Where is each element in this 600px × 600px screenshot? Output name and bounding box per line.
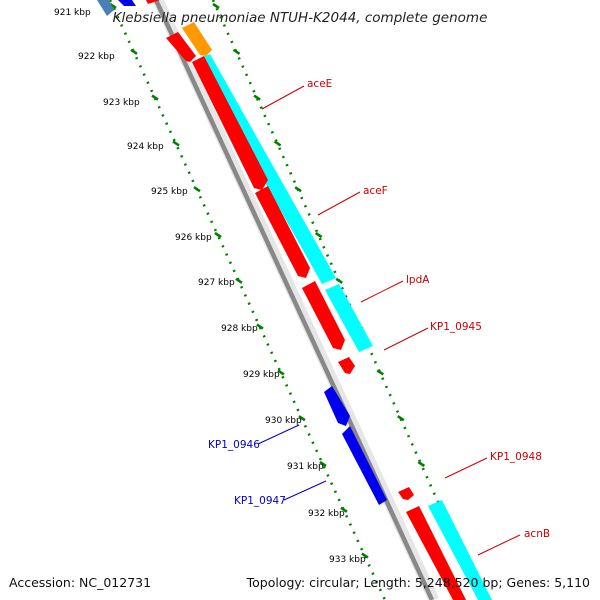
inner-major-tick-13 (361, 552, 369, 559)
accession-label: Accession: NC_012731 (9, 575, 152, 590)
outer-major-tick-5 (294, 186, 302, 193)
gene-label-lpdA: lpdA (406, 274, 430, 286)
cds-top-red (166, 32, 196, 62)
cds-aceE (192, 56, 268, 190)
leader-acnB (477, 534, 521, 556)
topology-label: Topology: circular; Length: 5,248,520 bp… (246, 575, 590, 590)
outer-major-tick-4 (273, 140, 282, 147)
gene-label-kp1-0947: KP1_0947 (234, 495, 286, 507)
outer-major-tick-10 (397, 415, 405, 422)
tick-labels: 921 kbp 922 kbp 923 kbp 924 kbp 925 kbp … (54, 8, 366, 565)
leader-kp1-0947 (283, 480, 327, 501)
leader-kp1-0945 (383, 327, 429, 351)
gene-labels: aceE aceF lpdA KP1_0945 KP1_0946 KP1_094… (208, 78, 550, 540)
tick-label-932: 932 kbp (308, 509, 345, 519)
tick-label-924: 924 kbp (127, 142, 164, 152)
cds-kp1-0947 (342, 426, 387, 505)
inner-major-tick-5 (193, 186, 201, 193)
tick-label-929: 929 kbp (243, 370, 280, 380)
cds-top-blue (118, 0, 136, 6)
tick-label-923: 923 kbp (103, 98, 140, 108)
outer-major-tick-11 (417, 460, 426, 468)
inner-major-tick-7 (235, 277, 243, 284)
gene-label-kp1-0945: KP1_0945 (430, 321, 482, 333)
inner-major-tick-6 (214, 231, 222, 239)
cds-lpdA (302, 281, 345, 350)
outer-major-tick-7 (335, 277, 343, 284)
tick-label-922: 922 kbp (78, 52, 115, 62)
gene-label-leaders (257, 85, 521, 556)
tick-label-931: 931 kbp (287, 462, 324, 472)
inner-major-tick-11 (319, 460, 327, 468)
inner-major-tick-3 (151, 94, 159, 101)
outer-major-tick-1 (212, 2, 220, 10)
rna-segment-2 (325, 284, 373, 352)
outer-major-tick-6 (314, 231, 323, 239)
inner-tick-track (108, 0, 387, 600)
inner-major-tick-2 (130, 48, 138, 55)
tick-label-933: 933 kbp (329, 555, 366, 565)
tick-label-926: 926 kbp (175, 233, 212, 243)
gene-label-aceE: aceE (307, 78, 332, 90)
gene-label-kp1-0948: KP1_0948 (490, 451, 542, 463)
outer-major-tick-9 (376, 369, 384, 376)
cds-top-light-blue (97, 0, 114, 16)
inner-major-tick-12 (340, 506, 348, 513)
outer-tick-track (211, 0, 484, 600)
cds-top-orange (182, 22, 212, 56)
cds-kp1-0945 (338, 357, 355, 374)
tick-marks-layer (108, 0, 484, 600)
gene-label-aceF: aceF (363, 185, 388, 197)
cds-kp1-0948 (398, 487, 414, 500)
tick-label-921: 921 kbp (54, 8, 91, 18)
tick-label-927: 927 kbp (198, 278, 235, 288)
genome-backbone (153, 0, 435, 600)
cds-kp1-0946 (324, 386, 350, 426)
outer-major-tick-2 (232, 48, 241, 55)
tick-label-925: 925 kbp (151, 187, 188, 197)
gene-label-kp1-0946: KP1_0946 (208, 439, 260, 451)
forward-cds-track (146, 0, 466, 600)
leader-lpdA (360, 280, 404, 303)
inner-major-ticks (109, 2, 369, 559)
leader-kp1-0946 (257, 424, 300, 445)
leader-kp1-0948 (444, 457, 488, 479)
cds-aceF (255, 186, 310, 278)
cds-acnB (406, 506, 466, 600)
inner-major-tick-10 (298, 415, 306, 422)
rna-segment-3 (428, 500, 492, 600)
tick-label-928: 928 kbp (221, 324, 258, 334)
outer-major-tick-3 (253, 94, 261, 101)
map-title: Klebsiella pneumoniae NTUH-K2044, comple… (113, 10, 488, 26)
inner-major-tick-8 (256, 323, 264, 330)
leader-aceE (261, 85, 305, 110)
reverse-cds-track (97, 0, 387, 505)
leader-aceF (317, 191, 361, 216)
gene-label-acnB: acnB (524, 528, 550, 540)
tick-label-930: 930 kbp (265, 416, 302, 426)
inner-major-tick-9 (277, 369, 285, 376)
cds-kp1-0940 (146, 0, 160, 4)
inner-major-tick-4 (172, 140, 180, 147)
